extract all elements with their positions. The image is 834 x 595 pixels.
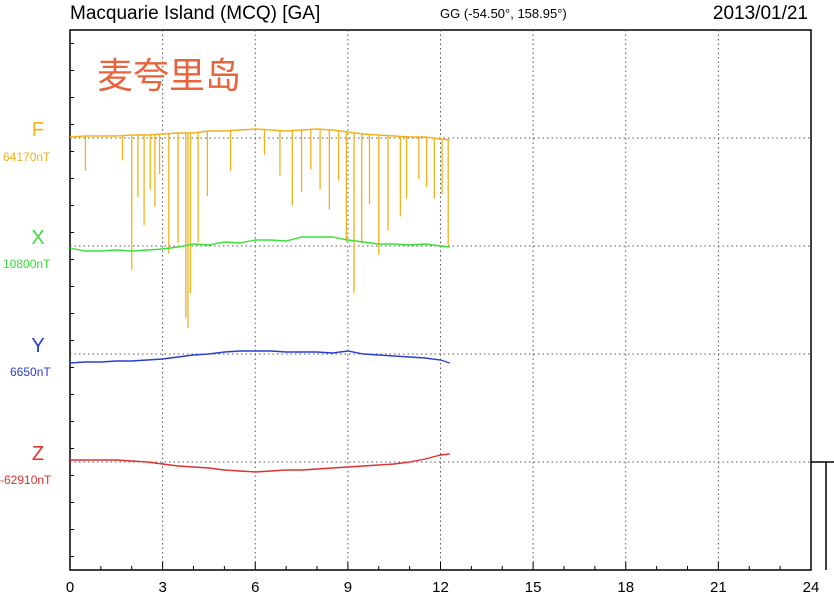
series-label-y: Y [31, 335, 44, 357]
x-tick-label: 21 [710, 579, 727, 595]
station-coords: GG (-54.50°, 158.95°) [440, 6, 567, 21]
chart-date: 2013/01/21 [713, 3, 808, 24]
overlay-chinese-title: 麦夸里岛 [97, 56, 241, 97]
series-line-x [69, 236, 450, 252]
series-line-z [70, 453, 450, 473]
station-title: Macquarie Island (MCQ) [GA] [70, 3, 320, 24]
x-tick-label: 18 [617, 579, 634, 595]
series-baseline-f: 64170nT [3, 150, 51, 164]
series-line-y [69, 350, 451, 364]
axis-ticks [69, 43, 812, 570]
series-baseline-x: 10800nT [3, 257, 51, 271]
x-tick-label: 0 [66, 579, 74, 595]
series-label-f: F [32, 119, 44, 141]
x-tick-label: 6 [251, 579, 259, 595]
x-tick-label: 12 [432, 579, 449, 595]
x-tick-label: 24 [803, 579, 820, 595]
x-tick-label: 9 [344, 579, 352, 595]
data-series [69, 128, 451, 473]
x-axis-tick-labels: 0 3 6 9 12 15 18 21 24 [66, 579, 820, 595]
series-baseline-y: 6650nT [10, 365, 51, 379]
channel-labels: F 64170nT X 10800nT Y 6650nT Z -62910nT [0, 119, 52, 487]
series-baseline-z: -62910nT [0, 473, 52, 487]
x-tick-label: 15 [525, 579, 542, 595]
series-label-x: X [31, 227, 44, 249]
grid-lines [70, 30, 811, 570]
series-line-f [69, 128, 450, 141]
x-tick-label: 3 [158, 579, 166, 595]
series-label-z: Z [32, 443, 44, 465]
right-edge-marker [811, 461, 834, 570]
